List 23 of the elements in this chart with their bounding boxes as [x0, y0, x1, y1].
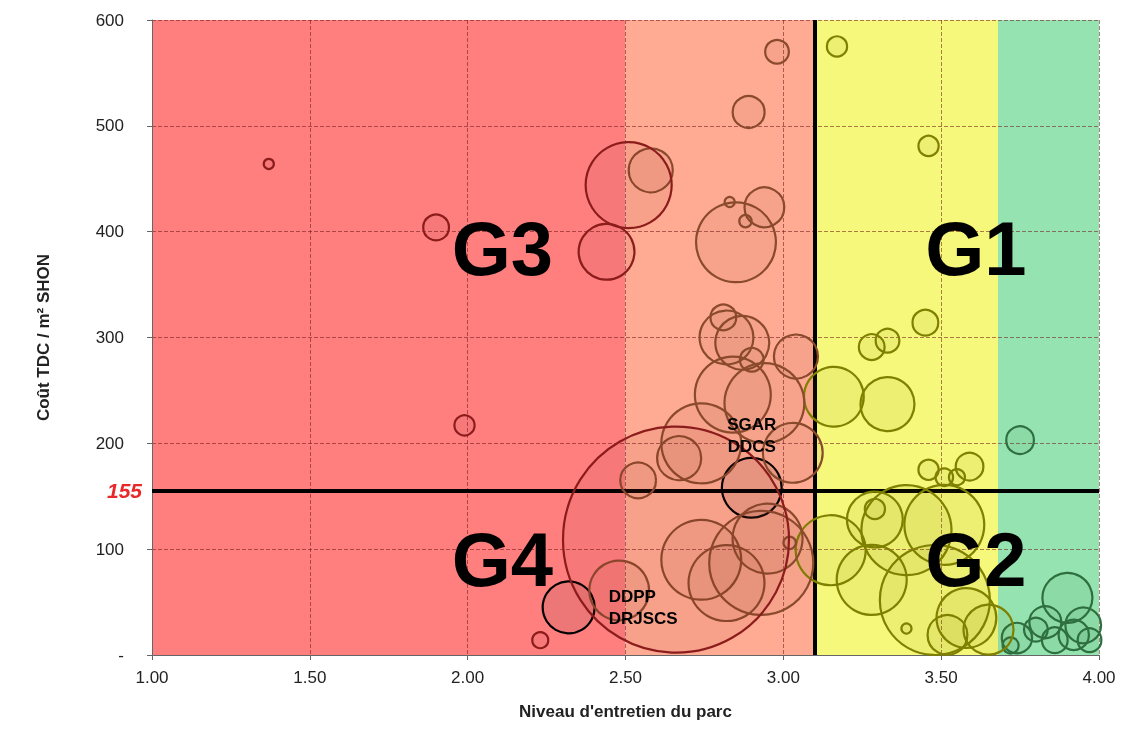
- y-tick-label: 300: [95, 328, 124, 347]
- y-tick-label: 400: [95, 222, 124, 242]
- x-axis-title: Niveau d'entretien du parc: [519, 702, 732, 721]
- annotation: SGAR DDCS: [727, 415, 777, 457]
- y-tick-label: 100: [95, 539, 124, 559]
- annotation: DDPP DRJSCS: [608, 586, 678, 628]
- annotation: G1: [925, 206, 1027, 292]
- x-tick-label: 2.50: [608, 668, 643, 687]
- x-tick-label: 4.00: [1082, 668, 1116, 687]
- y-tick-label: 600: [95, 10, 124, 30]
- annotation: G4: [451, 517, 554, 603]
- y-tick-label: -: [118, 645, 124, 665]
- ref-line-label: 155: [106, 479, 143, 503]
- x-tick-label: 3.00: [766, 668, 800, 687]
- annotation: G3: [451, 206, 554, 292]
- annotation: G2: [925, 517, 1027, 603]
- y-tick-label: 200: [95, 433, 124, 453]
- x-tick-label: 3.50: [924, 668, 958, 687]
- x-tick-label: 1.00: [135, 668, 169, 687]
- x-tick-label: 2.00: [451, 668, 485, 687]
- y-tick-label: 500: [95, 116, 124, 136]
- y-axis-title: Coût TDC / m² SHON: [34, 253, 53, 422]
- x-tick-label: 1.50: [293, 668, 327, 687]
